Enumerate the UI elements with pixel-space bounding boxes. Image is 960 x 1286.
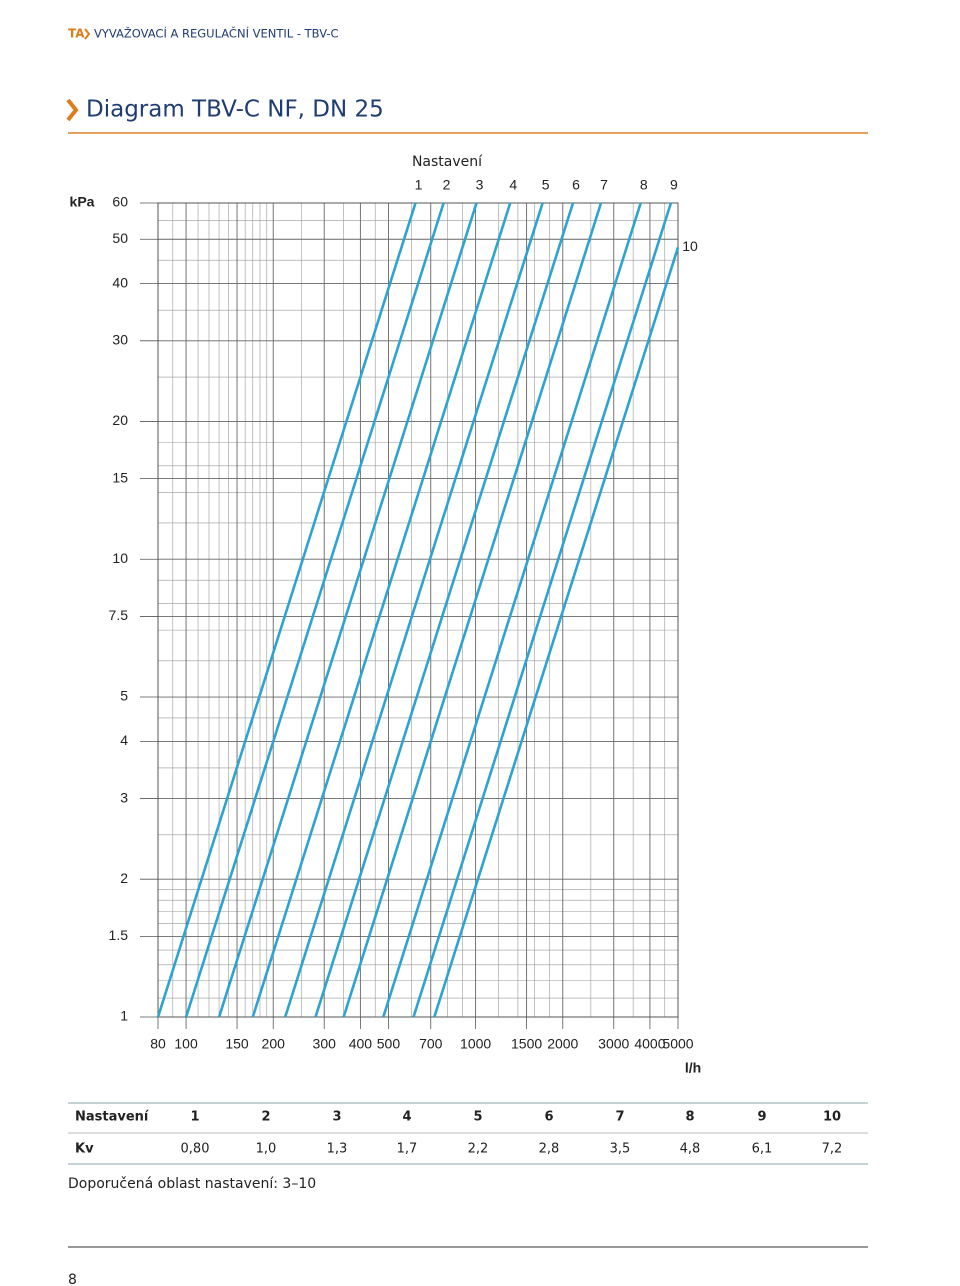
legend-label: 6 xyxy=(572,177,580,193)
setting-line xyxy=(342,202,603,1018)
legend-label: 1 xyxy=(415,177,423,193)
table-cell: 7 xyxy=(615,1110,624,1125)
row-label: Kv xyxy=(75,1142,94,1157)
x-tick-label: 80 xyxy=(150,1036,166,1052)
y-tick-label: 30 xyxy=(112,332,128,348)
x-axis-label: l/h xyxy=(685,1060,701,1076)
table-cell: 10 xyxy=(823,1110,841,1125)
note: Doporučená oblast nastavení: 3–10 xyxy=(68,1176,316,1192)
setting-line xyxy=(156,202,417,1018)
x-tick-label: 5000 xyxy=(662,1036,693,1052)
y-tick-label: 1.5 xyxy=(109,927,129,943)
setting-line xyxy=(433,247,680,1018)
table-cell: 5 xyxy=(473,1110,482,1125)
y-tick-label: 40 xyxy=(112,274,128,290)
table-cell: 1 xyxy=(190,1110,199,1125)
y-tick-label: 7.5 xyxy=(109,607,129,623)
row-label: Nastavení xyxy=(75,1110,150,1125)
table-cell: 3 xyxy=(332,1110,341,1125)
brand: TA xyxy=(68,27,85,41)
legend-label: 9 xyxy=(670,177,678,193)
table-cell: 3,5 xyxy=(610,1142,631,1157)
table-cell: 6 xyxy=(544,1110,553,1125)
table-cell: 1,0 xyxy=(256,1142,277,1157)
table-cell: 2,2 xyxy=(468,1142,489,1157)
table-cell: 4,8 xyxy=(680,1142,701,1157)
header-text: VYVAŽOVACÍ A REGULAČNÍ VENTIL - TBV-C xyxy=(94,26,339,41)
table-cell: 2 xyxy=(261,1110,270,1125)
x-tick-label: 150 xyxy=(225,1036,249,1052)
legend-label: 8 xyxy=(640,177,648,193)
legend-label: 5 xyxy=(542,177,550,193)
y-tick-label: 1 xyxy=(120,1008,128,1024)
plot-frame xyxy=(157,202,679,1018)
x-tick-label: 1000 xyxy=(460,1036,491,1052)
x-tick-label: 200 xyxy=(262,1036,286,1052)
setting-line xyxy=(382,202,642,1018)
x-tick-label: 700 xyxy=(419,1036,443,1052)
setting-line xyxy=(217,202,478,1018)
y-tick-label: 4 xyxy=(120,732,128,748)
x-tick-label: 300 xyxy=(313,1036,337,1052)
page-title: Diagram TBV-C NF, DN 25 xyxy=(86,97,384,123)
page-number: 8 xyxy=(68,1272,77,1286)
x-tick-label: 2000 xyxy=(547,1036,578,1052)
setting-line xyxy=(314,202,575,1018)
x-tick-label: 500 xyxy=(377,1036,401,1052)
y-tick-label: 5 xyxy=(120,688,128,704)
table-cell: 4 xyxy=(402,1110,411,1125)
y-tick-label: 20 xyxy=(112,412,128,428)
table-cell: 1,7 xyxy=(397,1142,418,1157)
table-cell: 9 xyxy=(757,1110,766,1125)
setting-line xyxy=(184,202,445,1018)
x-tick-label: 400 xyxy=(349,1036,373,1052)
y-tick-label: 3 xyxy=(120,789,128,805)
y-tick-label: 10 xyxy=(112,550,128,566)
y-axis-label: kPa xyxy=(70,194,95,210)
x-tick-label: 100 xyxy=(174,1036,198,1052)
legend-label: 10 xyxy=(682,238,698,254)
table-cell: 6,1 xyxy=(752,1142,773,1157)
title-chevron xyxy=(66,98,79,122)
table-cell: 1,3 xyxy=(327,1142,348,1157)
setting-line xyxy=(251,202,512,1018)
legend-label: 3 xyxy=(476,177,484,193)
y-tick-label: 15 xyxy=(112,469,128,485)
table-cell: 0,80 xyxy=(181,1142,210,1157)
chevron xyxy=(84,28,91,40)
table-cell: 2,8 xyxy=(539,1142,560,1157)
x-tick-label: 3000 xyxy=(598,1036,629,1052)
y-tick-label: 60 xyxy=(112,194,128,210)
setting-line xyxy=(283,202,544,1018)
table-cell: 8 xyxy=(685,1110,694,1125)
legend-label: 4 xyxy=(509,177,517,193)
legend-label: 2 xyxy=(443,177,451,193)
settings-table: Nastavení 1 2 3 4 5 6 7 8 9 10 Kv 0,80 1,0 1,3 1,7 2,2 2,… xyxy=(68,1102,868,1165)
setting-line xyxy=(412,202,673,1018)
table-cell: 7,2 xyxy=(822,1142,843,1157)
x-tick-label: 1500 xyxy=(511,1036,542,1052)
legend-label: 7 xyxy=(600,177,608,193)
x-tick-label: 4000 xyxy=(634,1036,665,1052)
y-tick-label: 2 xyxy=(120,870,128,886)
y-tick-label: 50 xyxy=(112,230,128,246)
legend-title: Nastavení xyxy=(412,154,483,170)
